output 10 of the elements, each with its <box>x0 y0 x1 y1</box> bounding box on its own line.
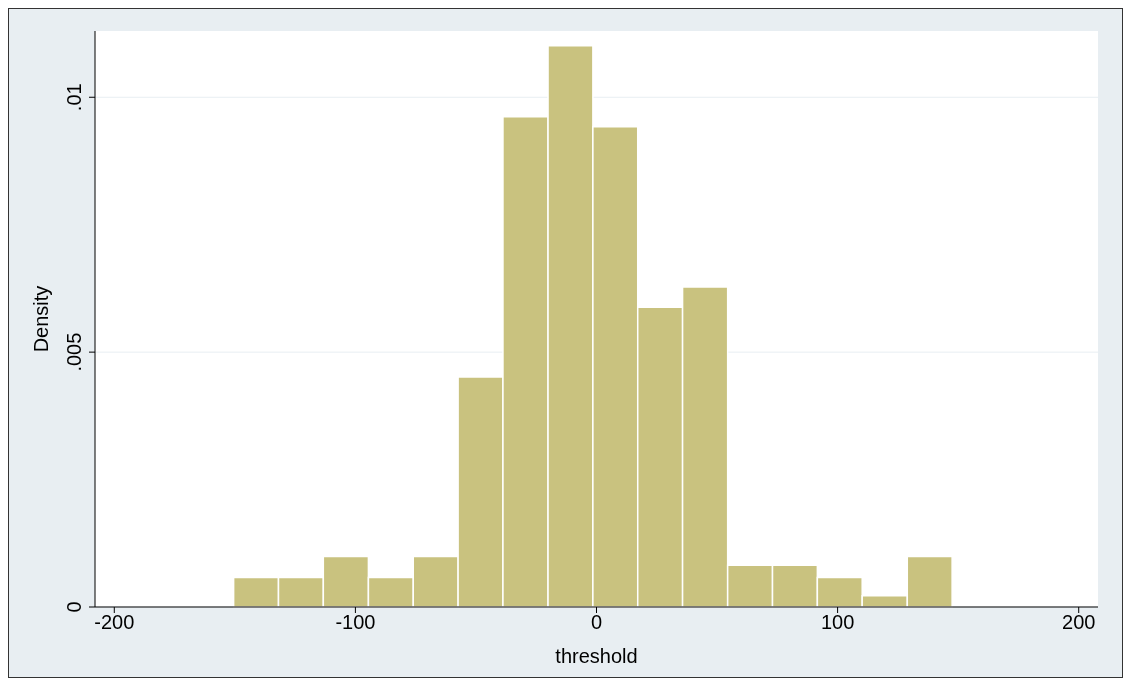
x-tick-label: 100 <box>820 611 855 634</box>
x-tick-label: 0 <box>590 611 603 634</box>
x-tick-label: -100 <box>335 611 376 634</box>
x-tick-label: 200 <box>1062 611 1096 634</box>
x-axis-title: threshold <box>555 645 638 667</box>
y-tick-label: .01 <box>63 83 85 112</box>
y-tick-label: 0 <box>63 601 85 613</box>
y-tick-label: .005 <box>63 332 85 372</box>
y-axis-title: Density <box>30 285 53 353</box>
x-tick-label: -200 <box>94 611 135 634</box>
